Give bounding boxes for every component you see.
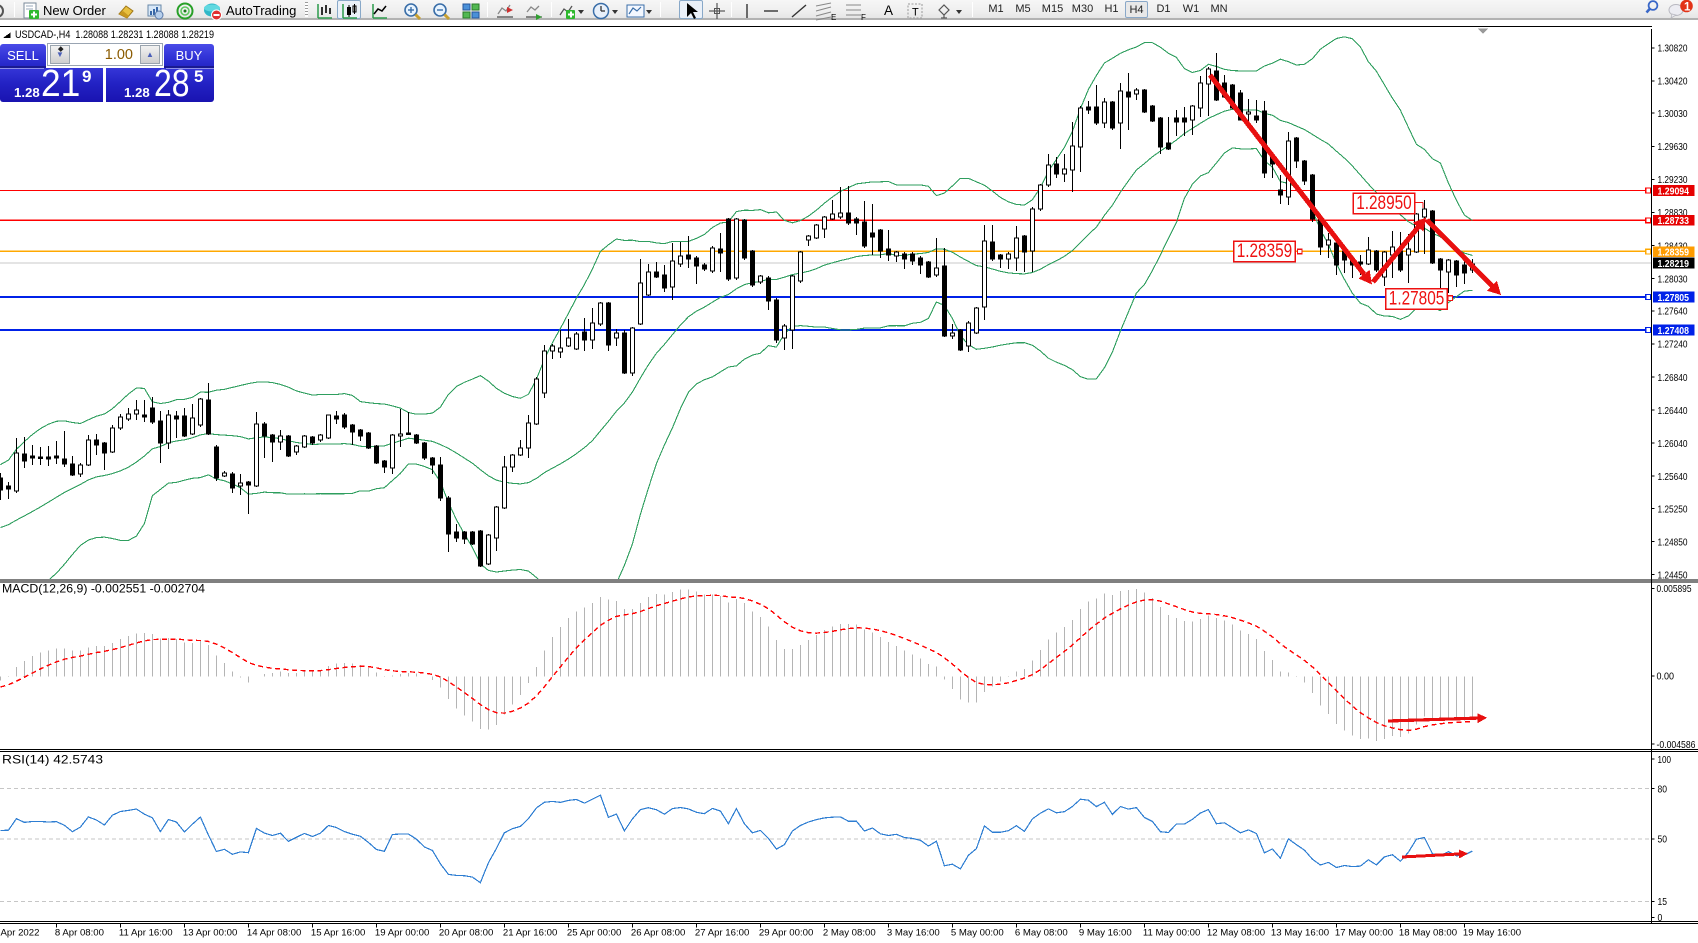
svg-text:26 Apr 08:00: 26 Apr 08:00 (631, 928, 685, 939)
svg-text:F: F (861, 13, 866, 22)
svg-text:1.27240: 1.27240 (1658, 340, 1688, 351)
svg-text:T: T (912, 7, 919, 19)
svg-text:18 May 08:00: 18 May 08:00 (1399, 928, 1457, 939)
svg-text:15 Apr 16:00: 15 Apr 16:00 (311, 928, 365, 939)
svg-text:13 Apr 00:00: 13 Apr 00:00 (183, 928, 237, 939)
svg-text:1.28733: 1.28733 (1658, 216, 1690, 227)
svg-text:1.30030: 1.30030 (1658, 109, 1688, 120)
svg-text:1.28950: 1.28950 (1356, 193, 1412, 214)
svg-text:1.26040: 1.26040 (1658, 439, 1688, 450)
svg-text:1.30420: 1.30420 (1658, 77, 1688, 88)
svg-text:-0.004586: -0.004586 (1657, 740, 1696, 751)
svg-text:1.27408: 1.27408 (1658, 326, 1690, 337)
svg-text:1.29230: 1.29230 (1658, 175, 1688, 186)
svg-text:1.25640: 1.25640 (1658, 472, 1688, 483)
svg-text:20 Apr 08:00: 20 Apr 08:00 (439, 928, 493, 939)
svg-text:MACD(12,26,9) -0.002551 -0.002: MACD(12,26,9) -0.002551 -0.002704 (2, 583, 206, 596)
svg-text:13 May 16:00: 13 May 16:00 (1271, 928, 1329, 939)
svg-text:1.24450: 1.24450 (1658, 570, 1688, 581)
svg-text:11 Apr 16:00: 11 Apr 16:00 (119, 928, 173, 939)
svg-text:2 May 08:00: 2 May 08:00 (823, 928, 876, 939)
svg-text:100: 100 (1658, 755, 1672, 766)
svg-text:21 Apr 16:00: 21 Apr 16:00 (503, 928, 557, 939)
svg-text:1.24850: 1.24850 (1658, 537, 1688, 548)
svg-text:9 May 16:00: 9 May 16:00 (1079, 928, 1132, 939)
svg-text:25 Apr 00:00: 25 Apr 00:00 (567, 928, 621, 939)
svg-text:1.27640: 1.27640 (1658, 307, 1688, 318)
svg-text:11 May 00:00: 11 May 00:00 (1143, 928, 1200, 939)
svg-text:80: 80 (1658, 784, 1668, 795)
svg-text:1.28830: 1.28830 (1658, 208, 1688, 219)
svg-text:8 Apr 08:00: 8 Apr 08:00 (55, 928, 104, 939)
svg-text:0.005895: 0.005895 (1657, 584, 1692, 595)
svg-text:17 May 00:00: 17 May 00:00 (1335, 928, 1393, 939)
svg-text:5 May 00:00: 5 May 00:00 (951, 928, 1004, 939)
svg-text:1.28219: 1.28219 (1658, 259, 1690, 270)
svg-text:1.28359: 1.28359 (1237, 241, 1293, 262)
svg-text:1.29630: 1.29630 (1658, 142, 1688, 153)
svg-text:15: 15 (1658, 897, 1668, 908)
svg-text:E: E (831, 13, 836, 22)
svg-text:1.25250: 1.25250 (1658, 504, 1688, 515)
svg-text:RSI(14) 42.5743: RSI(14) 42.5743 (2, 754, 103, 767)
svg-text:1.28030: 1.28030 (1658, 274, 1688, 285)
svg-text:12 May 08:00: 12 May 08:00 (1207, 928, 1265, 939)
svg-text:6 May 08:00: 6 May 08:00 (1015, 928, 1068, 939)
svg-text:29 Apr 00:00: 29 Apr 00:00 (759, 928, 813, 939)
svg-text:27 Apr 16:00: 27 Apr 16:00 (695, 928, 749, 939)
svg-text:50: 50 (1658, 835, 1668, 846)
svg-text:14 Apr 08:00: 14 Apr 08:00 (247, 928, 301, 939)
svg-text:3 May 16:00: 3 May 16:00 (887, 928, 940, 939)
svg-text:USDCAD-,H4 1.28088 1.28231 1.: USDCAD-,H4 1.28088 1.28231 1.28088 1.282… (15, 29, 214, 41)
svg-text:0.00: 0.00 (1657, 672, 1675, 683)
svg-text:19 Apr 00:00: 19 Apr 00:00 (375, 928, 429, 939)
svg-text:1.27805: 1.27805 (1389, 289, 1445, 310)
svg-text:1.26440: 1.26440 (1658, 406, 1688, 417)
svg-text:Apr 2022: Apr 2022 (1, 928, 40, 939)
svg-text:1: 1 (1684, 2, 1691, 14)
svg-text:1.28359: 1.28359 (1658, 248, 1690, 259)
svg-text:1.30820: 1.30820 (1658, 44, 1688, 55)
svg-text:1.26840: 1.26840 (1658, 373, 1688, 384)
svg-text:1.27805: 1.27805 (1658, 293, 1690, 304)
svg-text:19 May 16:00: 19 May 16:00 (1463, 928, 1521, 939)
svg-text:0: 0 (1658, 913, 1663, 924)
svg-text:1.29094: 1.29094 (1658, 186, 1690, 197)
